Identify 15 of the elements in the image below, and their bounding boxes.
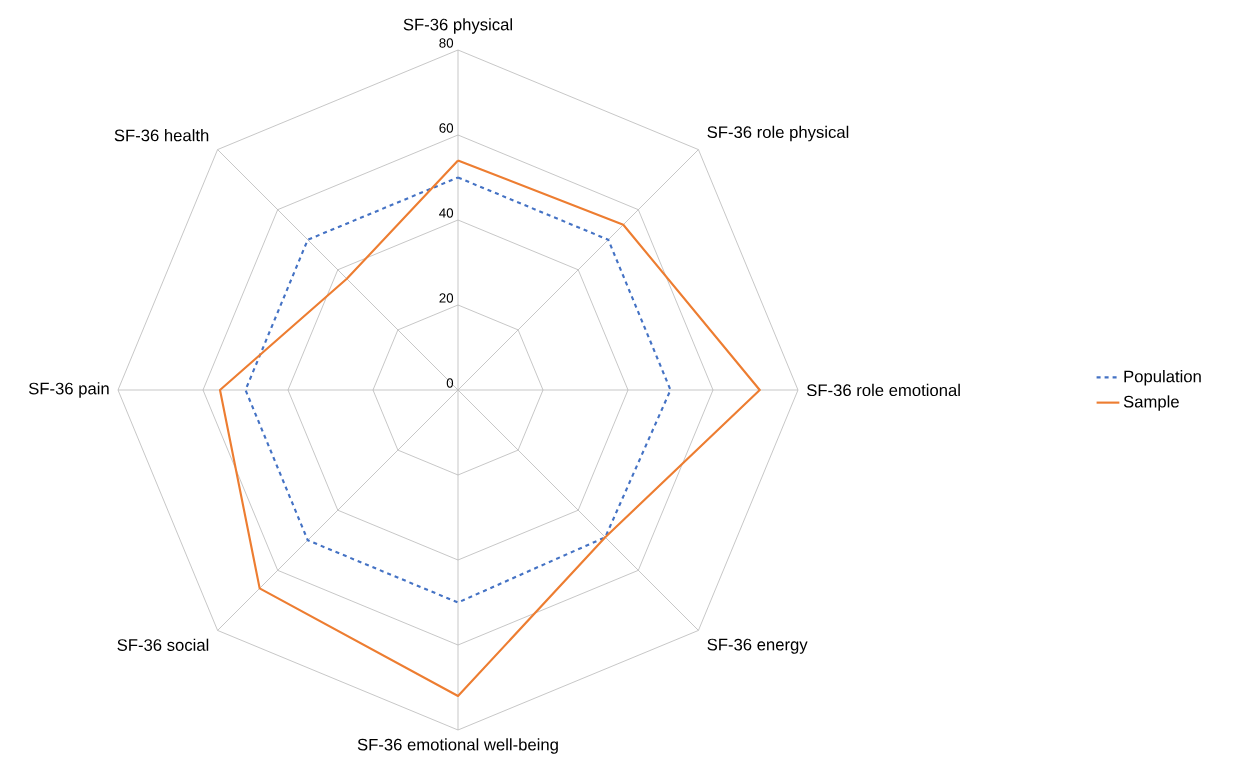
y-tick-label: 80 [439,38,454,48]
spoke-label: SF-36 energy [707,638,808,654]
spoke-label: SF-36 emotional well-being [357,738,558,754]
y-tick-label: 60 [439,123,454,133]
spoke-label: SF-36 role emotional [807,383,960,397]
spoke-label: SF-36 social [117,638,209,651]
legend-label: Population [1124,370,1201,386]
y-tick-label: 40 [439,208,454,218]
spoke-label: SF-36 role physical [707,125,849,142]
y-tick-label: 0 [446,378,454,388]
spoke-label: SF-36 physical [403,18,512,34]
legend-label: Sample [1123,395,1179,411]
spoke-label: SF-36 health [114,129,209,142]
spoke-label: SF-36 pain [28,382,109,398]
y-tick-label: 20 [439,293,454,303]
